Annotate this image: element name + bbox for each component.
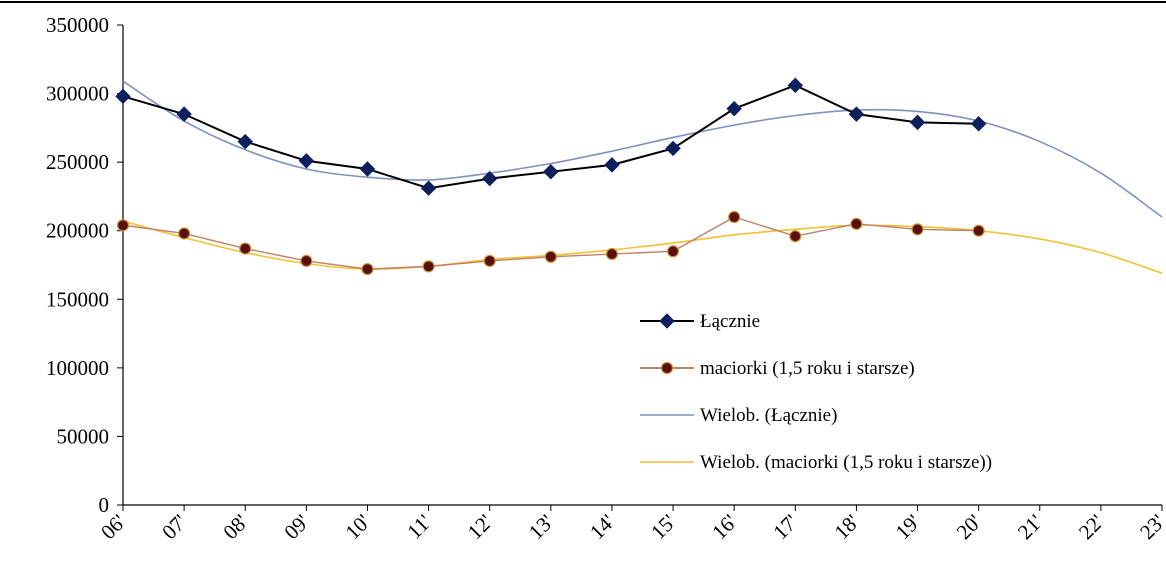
data-point bbox=[178, 227, 191, 240]
y-tick-label: 350000 bbox=[46, 13, 109, 37]
trendline bbox=[122, 220, 1163, 274]
data-point bbox=[605, 247, 619, 261]
legend-label: Wielob. (Łącznie) bbox=[700, 405, 837, 426]
series-1 bbox=[116, 210, 985, 276]
data-point bbox=[359, 161, 376, 177]
data-point bbox=[420, 180, 437, 196]
y-tick-label: 150000 bbox=[46, 287, 109, 311]
x-tick-label: 09' bbox=[279, 510, 314, 545]
data-point bbox=[115, 88, 131, 105]
x-tick-label: 16' bbox=[707, 510, 742, 545]
x-tick-label: 14' bbox=[585, 510, 620, 545]
axes bbox=[122, 25, 1162, 506]
data-point bbox=[909, 114, 926, 131]
x-tick-label: 10' bbox=[341, 510, 376, 545]
y-tick-label: 250000 bbox=[46, 150, 109, 174]
data-point bbox=[361, 263, 374, 276]
x-tick-label: 23' bbox=[1135, 510, 1166, 545]
y-tick-label: 300000 bbox=[46, 82, 109, 106]
data-point bbox=[176, 106, 192, 122]
x-tick-label: 11' bbox=[402, 510, 436, 544]
x-tick-label: 19' bbox=[891, 510, 926, 545]
data-point bbox=[239, 242, 252, 255]
data-point bbox=[481, 170, 498, 187]
data-point bbox=[850, 217, 863, 230]
data-point bbox=[848, 106, 865, 122]
trendline bbox=[122, 80, 1163, 218]
legend-swatch-marker bbox=[659, 313, 675, 329]
legend-label: Wielob. (maciorki (1,5 roku i starsze)) bbox=[700, 452, 992, 473]
data-point bbox=[972, 224, 985, 237]
legend-label: Łącznie bbox=[700, 311, 760, 332]
x-axis-ticks: 06' 07' 08' 09' 10' 11' 12' 13' 14' 15' 16' 17' 18' 1… bbox=[96, 505, 1166, 544]
data-point bbox=[789, 230, 802, 243]
x-tick-label: 22' bbox=[1074, 510, 1109, 545]
data-point bbox=[787, 77, 804, 94]
data-point bbox=[604, 157, 620, 173]
data-point bbox=[422, 260, 435, 273]
legend-swatch-marker bbox=[660, 361, 674, 375]
data-point bbox=[483, 254, 496, 267]
data-point bbox=[116, 219, 130, 232]
x-tick-label: 07' bbox=[157, 510, 192, 545]
data-point bbox=[237, 133, 253, 150]
data-point bbox=[970, 116, 987, 132]
x-tick-label: 15' bbox=[646, 510, 681, 545]
y-tick-label: 100000 bbox=[46, 356, 109, 380]
data-point bbox=[544, 250, 557, 263]
data-point bbox=[726, 100, 742, 117]
x-tick-label: 21' bbox=[1013, 510, 1048, 545]
legend-label: maciorki (1,5 roku i starsze) bbox=[700, 358, 915, 379]
y-tick-label: 50000 bbox=[57, 424, 110, 448]
y-tick-label: 0 bbox=[99, 493, 110, 517]
x-tick-label: 20' bbox=[952, 510, 987, 545]
data-point bbox=[298, 153, 315, 169]
x-tick-label: 08' bbox=[218, 510, 253, 545]
data-point bbox=[911, 223, 924, 236]
y-tick-label: 200000 bbox=[46, 219, 109, 243]
x-tick-label: 17' bbox=[768, 510, 803, 545]
data-point bbox=[300, 254, 313, 267]
legend: Łącznie maciorki (1,5 roku i starsze) Wiel… bbox=[640, 311, 992, 473]
x-tick-label: 13' bbox=[524, 510, 559, 545]
data-point bbox=[728, 210, 741, 224]
data-point bbox=[543, 164, 559, 180]
x-tick-label: 12' bbox=[463, 510, 498, 545]
series-0 bbox=[115, 77, 987, 196]
series-3 bbox=[122, 220, 1163, 274]
series-2 bbox=[122, 80, 1163, 218]
x-tick-label: 18' bbox=[829, 510, 864, 545]
y-axis-ticks: 0 50000 100000 150000 200000 250000 300000 3500… bbox=[46, 13, 123, 517]
series-group bbox=[115, 77, 1163, 276]
data-point bbox=[665, 140, 681, 157]
data-point bbox=[666, 245, 680, 258]
